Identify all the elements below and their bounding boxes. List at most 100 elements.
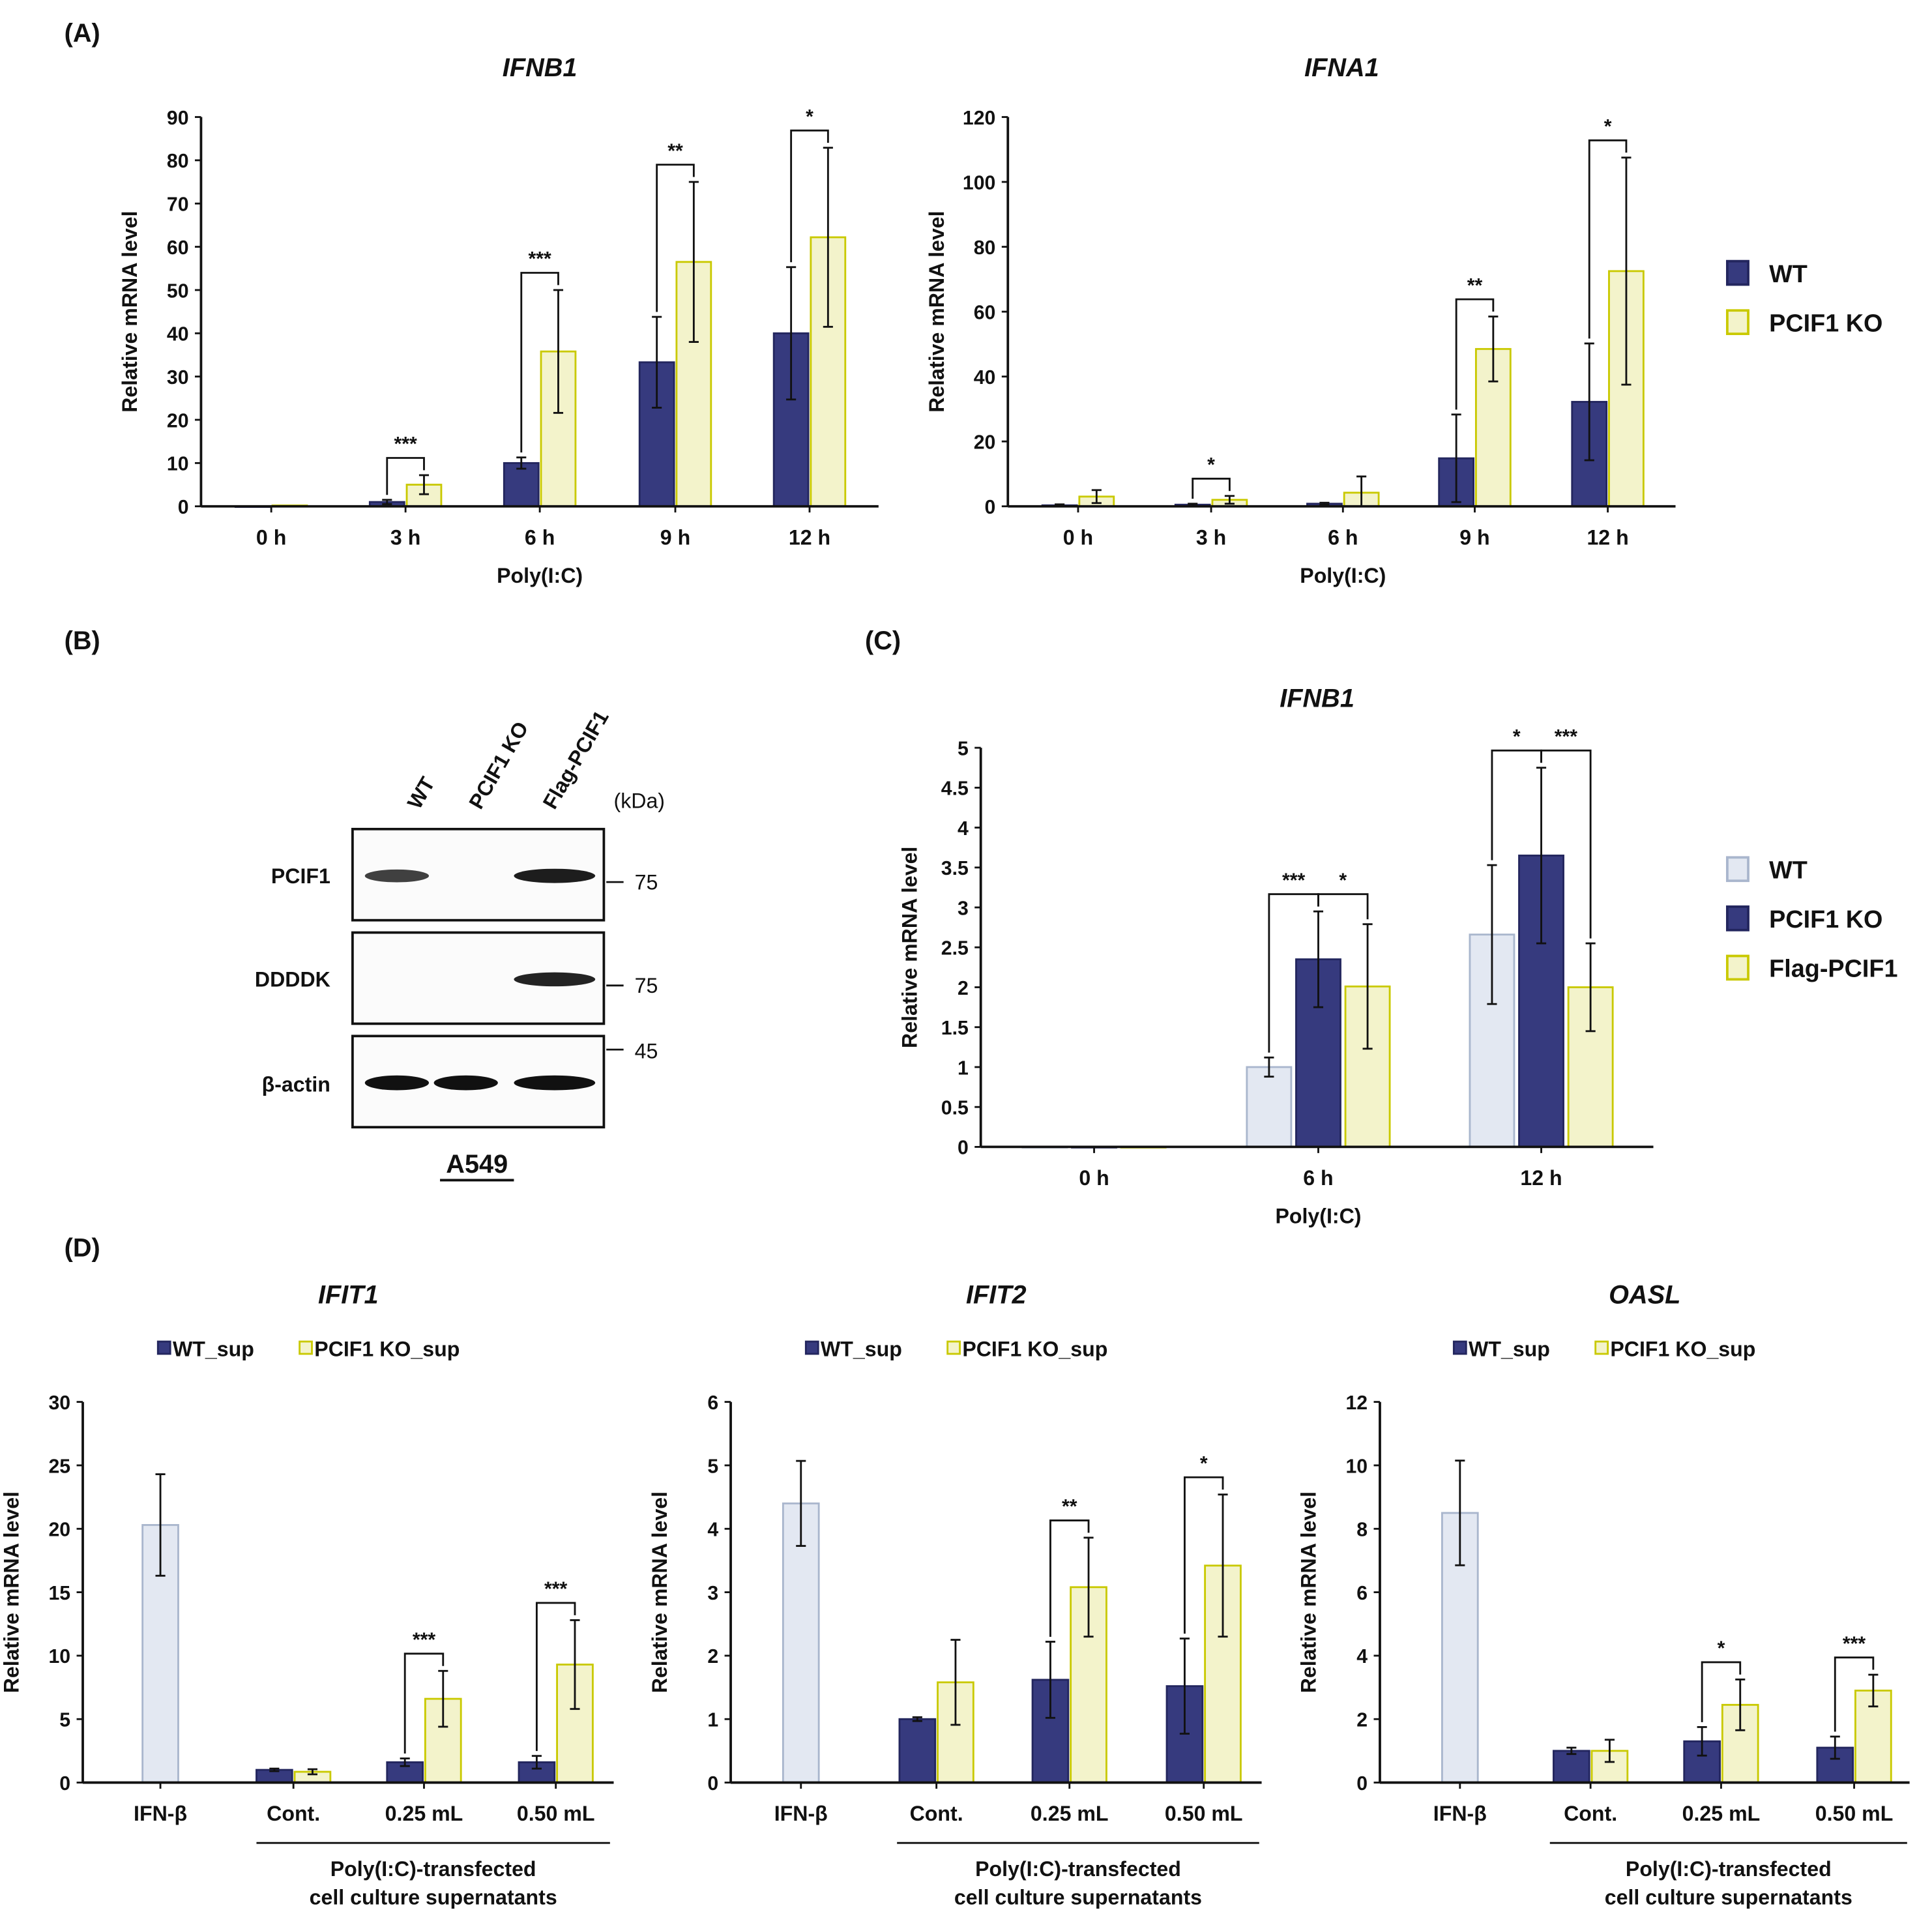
y-axis-label: Relative mRNA level xyxy=(925,211,948,412)
legend-swatch xyxy=(156,1340,171,1355)
y-tick-label: 4 xyxy=(958,818,969,840)
y-tick-label: 10 xyxy=(48,1646,70,1667)
blot-row-label-ddddk: DDDDK xyxy=(255,968,330,991)
y-tick-label: 3 xyxy=(707,1583,718,1604)
x-tick-label: 0.25 mL xyxy=(1031,1802,1109,1825)
bar-pcif1-ko xyxy=(1474,347,1512,508)
legend-swatch xyxy=(804,1340,819,1355)
significance-label: * xyxy=(1604,116,1612,138)
group-label: Poly(I:C)-transfected xyxy=(1626,1857,1832,1881)
x-tick-label: 6 h xyxy=(1328,525,1358,549)
y-tick-label: 70 xyxy=(167,194,189,216)
legend-label: WT_sup xyxy=(1469,1338,1550,1361)
legend-swatch xyxy=(946,1340,961,1355)
blot-band xyxy=(514,972,596,987)
kda-label: (kDa) xyxy=(614,789,666,813)
chart-d1: IFIT1 0 5 10 15 20 25 30 Relative mRNA level IFN-… xyxy=(0,1280,614,1909)
chart-title: OASL xyxy=(1609,1280,1680,1309)
x-tick-label: Cont. xyxy=(267,1802,320,1825)
x-tick-label: 3 h xyxy=(390,525,420,549)
group-label: cell culture supernatants xyxy=(1605,1886,1852,1909)
chart-a1: IFNB1 0 10 20 30 40 50 60 70 80 90 Relative mRNA le… xyxy=(118,53,879,587)
y-tick-label: 60 xyxy=(974,302,996,323)
x-tick-label: 12 h xyxy=(1520,1166,1562,1190)
significance-bracket xyxy=(1701,1661,1742,1722)
significance-bracket xyxy=(1455,298,1495,410)
significance-bracket xyxy=(790,129,829,263)
cell-line-label: A549 xyxy=(446,1150,508,1179)
x-tick-label: 0.50 mL xyxy=(1815,1802,1894,1825)
y-tick-label: 20 xyxy=(974,432,996,454)
y-axis-label: Relative mRNA level xyxy=(1297,1491,1321,1693)
y-tick-label: 4.5 xyxy=(941,778,969,800)
y-tick-label: 4 xyxy=(707,1519,718,1541)
y-tick-label: 0 xyxy=(1356,1773,1368,1795)
x-tick-label: IFN-β xyxy=(774,1802,828,1825)
bar-wt xyxy=(1246,1066,1293,1148)
significance-label: ** xyxy=(1062,1496,1077,1518)
significance-label: ** xyxy=(1467,275,1483,297)
panel-label-c: (C) xyxy=(865,626,901,655)
x-tick-label: Cont. xyxy=(910,1802,963,1825)
x-tick-label: 6 h xyxy=(1303,1166,1333,1190)
y-tick-label: 0 xyxy=(958,1138,969,1159)
y-tick-label: 1 xyxy=(707,1710,718,1731)
mw-marker-75-b: 75 xyxy=(635,974,658,997)
y-tick-label: 6 xyxy=(1356,1583,1368,1604)
y-tick-label: 15 xyxy=(48,1583,70,1604)
legend-swatch xyxy=(1726,259,1749,286)
y-tick-label: 5 xyxy=(958,738,969,759)
legend-swatch xyxy=(1726,954,1749,981)
legend-label: WT xyxy=(1769,857,1808,884)
western-blot: WT PCIF1 KO Flag-PCIF1 (kDa) PCIF1 DDDDK… xyxy=(255,707,666,1182)
y-axis-label: Relative mRNA level xyxy=(118,211,141,412)
significance-label: *** xyxy=(1843,1633,1866,1654)
x-tick-label: 0.25 mL xyxy=(385,1802,463,1825)
y-tick-label: 3.5 xyxy=(941,858,969,879)
y-tick-label: 8 xyxy=(1356,1519,1368,1541)
panel-label-b: (B) xyxy=(65,626,100,655)
significance-label: *** xyxy=(1555,726,1578,748)
bar-pcif1-ko-sup xyxy=(1070,1586,1107,1784)
legend-swatch xyxy=(1452,1340,1467,1355)
group-label: cell culture supernatants xyxy=(954,1886,1202,1909)
y-tick-label: 50 xyxy=(167,280,189,302)
legend-swatch xyxy=(1726,309,1749,336)
x-tick-label: IFN-β xyxy=(1433,1802,1487,1825)
legend-label: WT xyxy=(1769,261,1808,288)
y-tick-label: 30 xyxy=(48,1392,70,1414)
significance-label: *** xyxy=(413,1629,436,1651)
lane-label-wt: WT xyxy=(403,772,439,813)
blot-band xyxy=(433,1075,498,1091)
legend-label: Flag-PCIF1 xyxy=(1769,956,1897,983)
significance-label: * xyxy=(1718,1638,1725,1660)
significance-bracket xyxy=(386,457,425,495)
x-axis-label: Poly(I:C) xyxy=(1275,1205,1361,1228)
significance-bracket xyxy=(403,1652,445,1754)
y-tick-label: 30 xyxy=(167,367,189,389)
chart-title: IFNA1 xyxy=(1304,53,1379,82)
y-tick-label: 2 xyxy=(958,978,969,999)
x-tick-label: 0.25 mL xyxy=(1682,1802,1761,1825)
y-axis-label: Relative mRNA level xyxy=(648,1491,671,1693)
significance-label: *** xyxy=(544,1579,568,1600)
y-tick-label: 1.5 xyxy=(941,1018,969,1039)
blot-band xyxy=(364,869,430,883)
x-tick-label: 0 h xyxy=(1063,525,1093,549)
bar-wt-sup xyxy=(1553,1750,1590,1784)
y-tick-label: 0.5 xyxy=(941,1098,969,1119)
y-tick-label: 10 xyxy=(1345,1456,1368,1477)
x-axis-label: Poly(I:C) xyxy=(1300,564,1386,587)
chart-title: IFIT1 xyxy=(318,1280,379,1309)
legend-label: WT_sup xyxy=(821,1338,902,1361)
x-tick-label: Cont. xyxy=(1564,1802,1617,1825)
x-tick-label: 9 h xyxy=(1459,525,1489,549)
significance-label: * xyxy=(806,106,813,128)
significance-bracket xyxy=(1588,139,1628,339)
legend-swatch xyxy=(1594,1340,1609,1355)
x-tick-label: 0.50 mL xyxy=(517,1802,595,1825)
y-tick-label: 0 xyxy=(178,497,189,518)
y-tick-label: 2 xyxy=(707,1646,718,1667)
y-tick-label: 1 xyxy=(958,1057,969,1079)
x-tick-label: 9 h xyxy=(660,525,690,549)
